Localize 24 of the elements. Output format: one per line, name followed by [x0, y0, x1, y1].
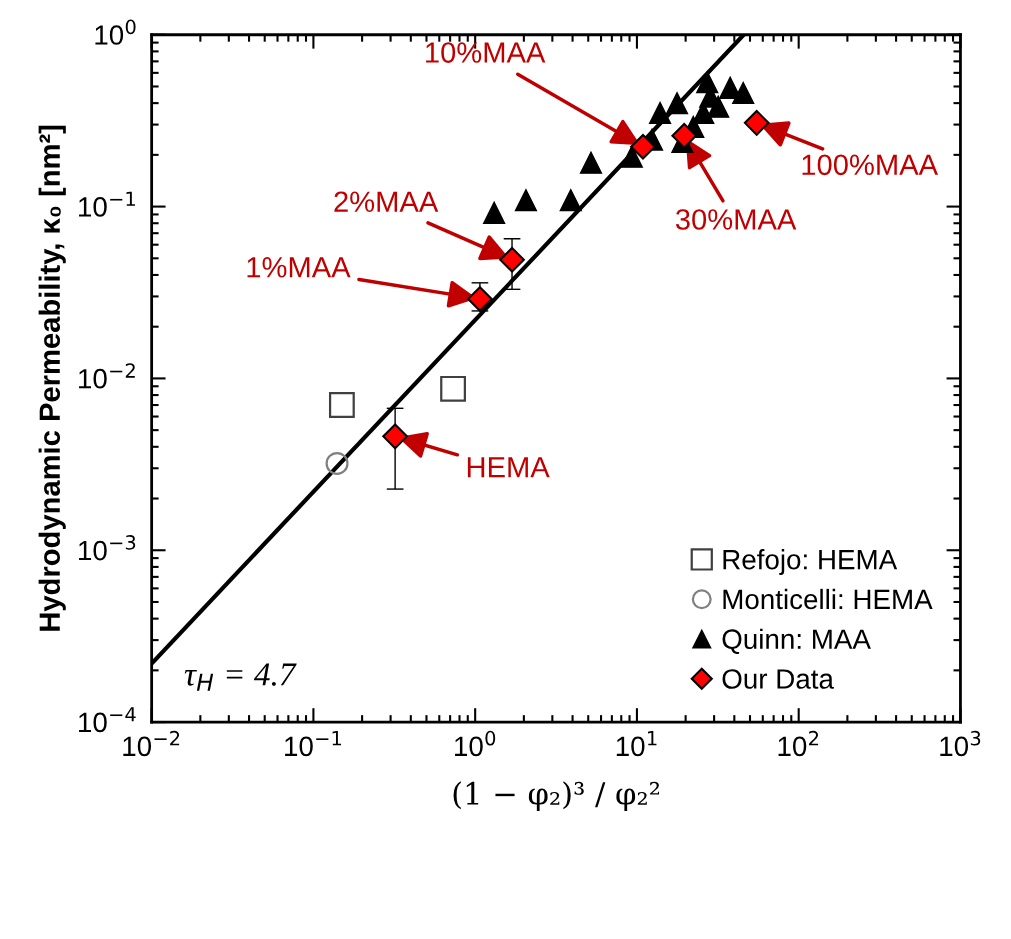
x-tick-label: 10$^{−2}$	[123, 730, 180, 757]
y-tick-label: 10$^{−3}$	[79, 535, 136, 561]
legend-label: Our Data	[722, 669, 834, 689]
annotation: 2%MAA	[334, 191, 439, 212]
annotation: 100%MAA	[802, 154, 939, 176]
y-tick-label: 10$^{0}$	[95, 19, 136, 45]
y-tick-label: 10$^{−2}$	[79, 363, 135, 389]
y-axis-title: Hydrodynamic Permeability, κ₀ [nm²]	[38, 125, 66, 631]
x-axis-title: (1 − φ₂)³ / φ₂²	[453, 781, 660, 811]
legend-label: Quinn: MAA	[722, 628, 871, 655]
y-tick-label: 10$^{−4}$	[79, 707, 136, 733]
x-tick-label: 10$^{0}$	[455, 730, 496, 757]
annotation: 1%MAA	[247, 257, 351, 278]
x-tick-label: 10$^{2}$	[778, 730, 819, 757]
legend-label: Monticelli: HEMA	[723, 588, 933, 610]
x-tick-label: 10$^{3}$	[940, 730, 981, 757]
annotation: τ$_{H}$ = 4.7	[184, 663, 297, 691]
x-tick-label: 10$^{1}$	[616, 731, 657, 757]
annotation: 10%MAA	[426, 42, 546, 63]
annotation: HEMA	[467, 457, 550, 478]
y-tick-label: 10$^{−1}$	[79, 191, 135, 217]
legend-label: Refojo: HEMA	[723, 549, 898, 575]
annotation: 30%MAA	[675, 209, 797, 230]
x-tick-label: 10$^{−1}$	[285, 731, 342, 757]
